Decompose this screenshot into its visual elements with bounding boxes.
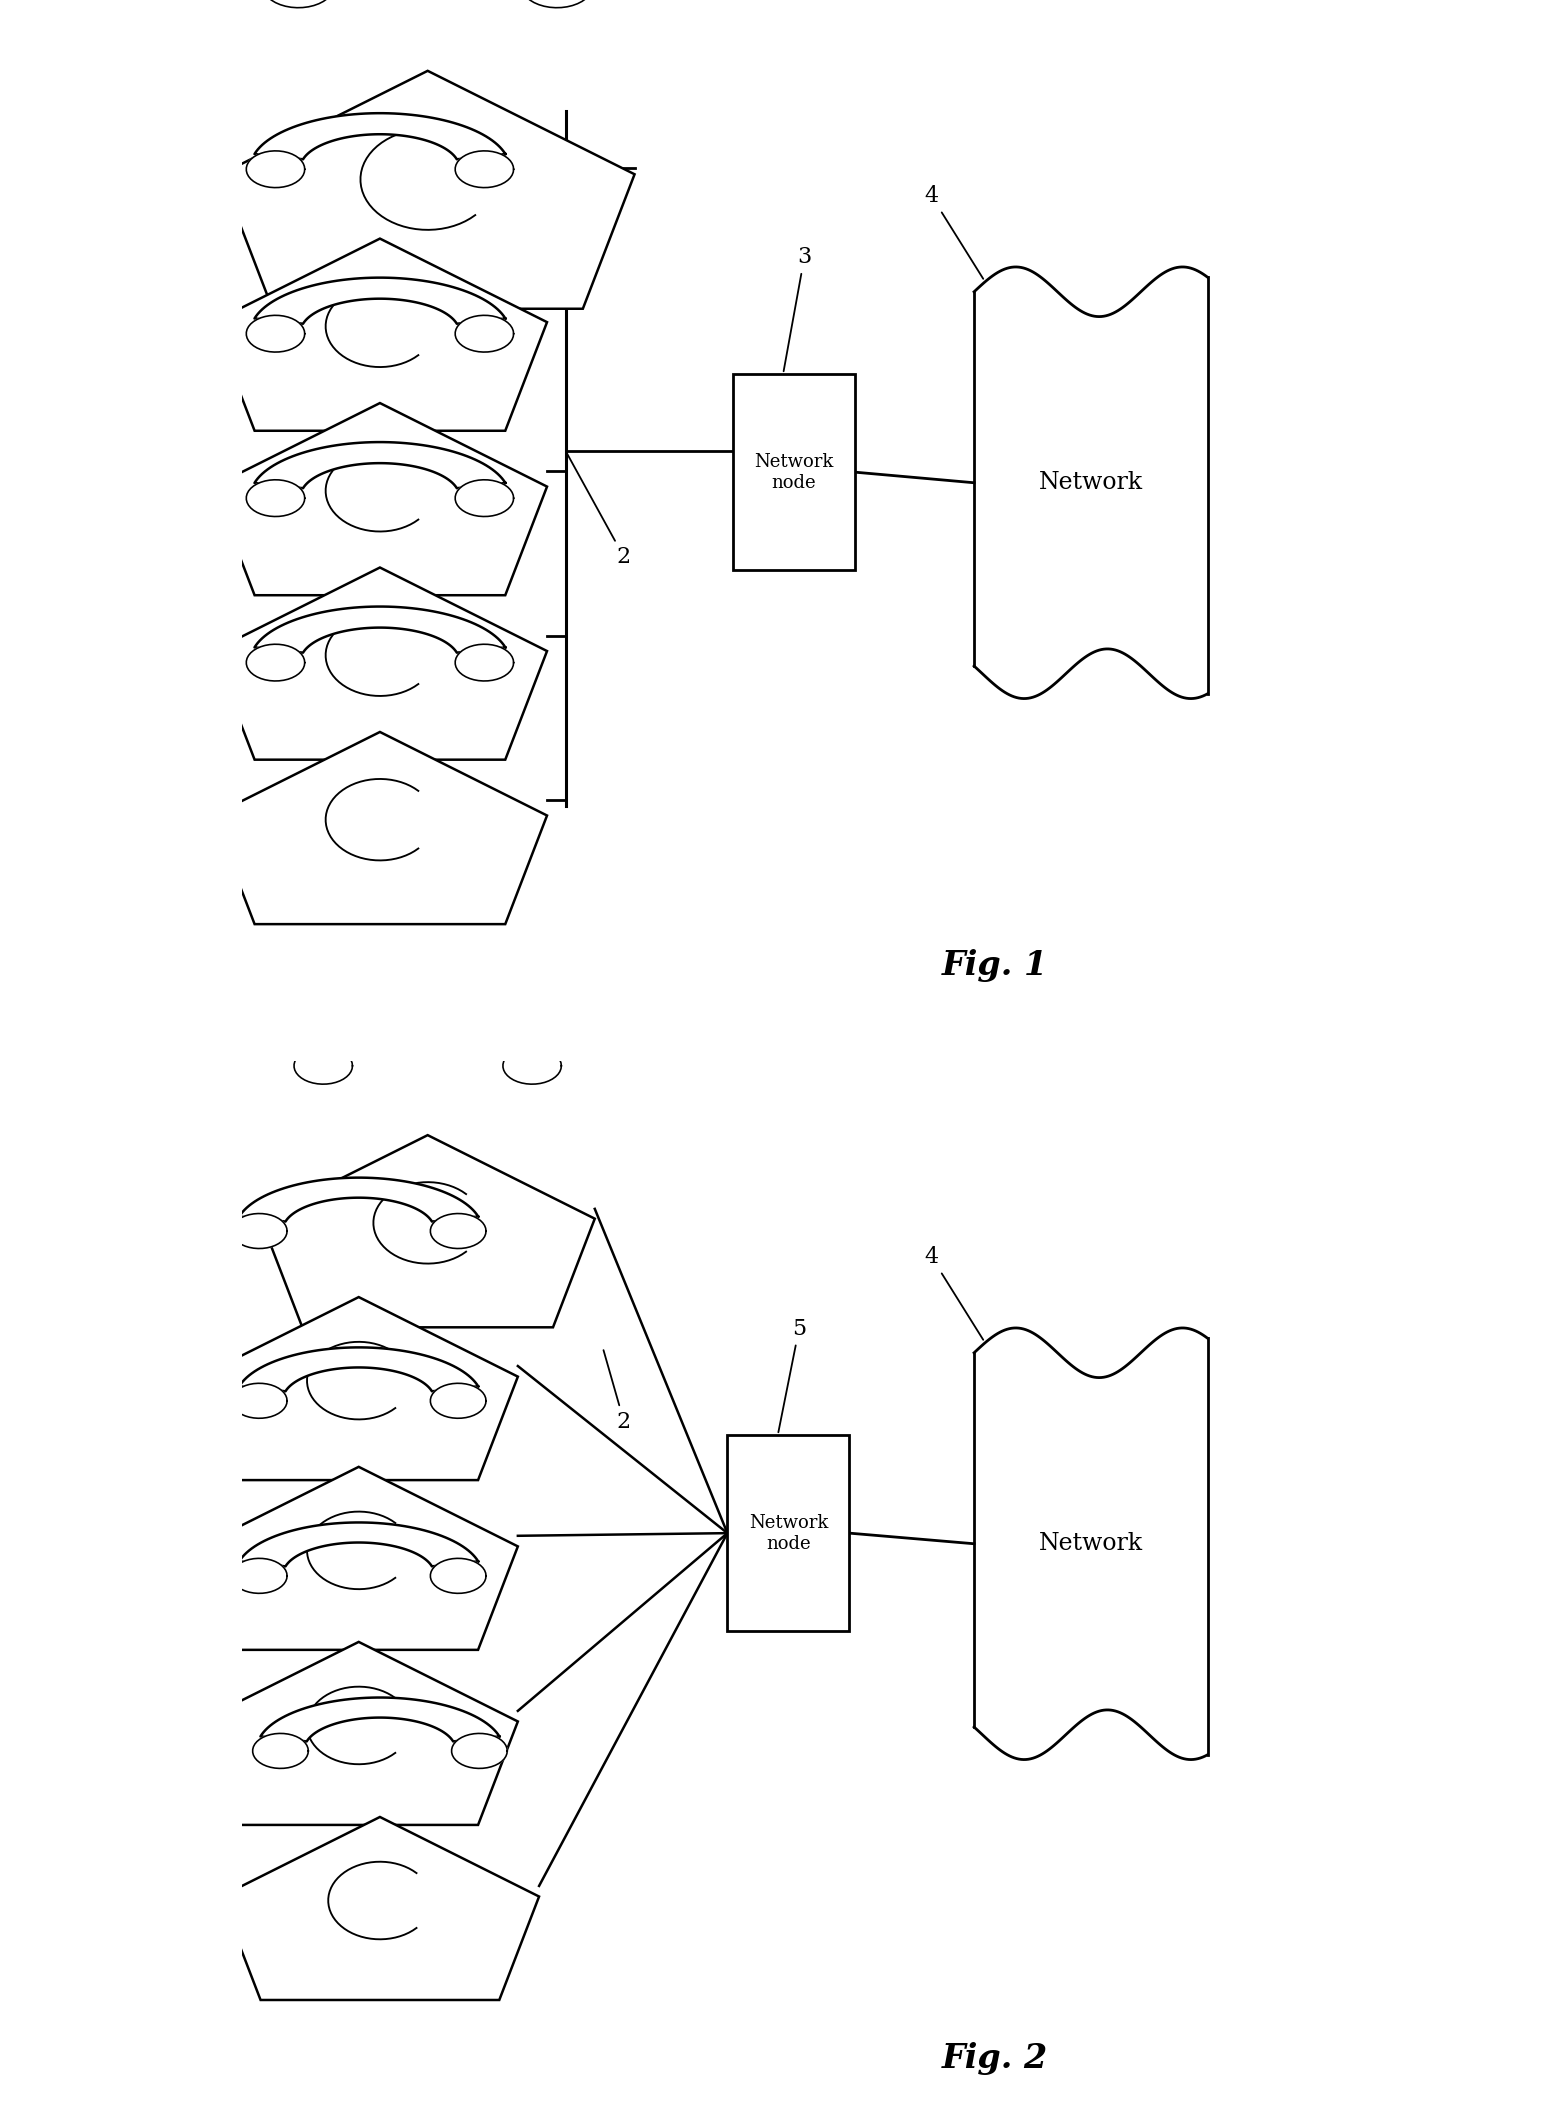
Polygon shape [504,1048,561,1084]
Text: Fig. 1: Fig. 1 [942,949,1049,982]
Polygon shape [213,732,547,925]
Polygon shape [213,403,547,594]
Polygon shape [255,607,505,654]
Polygon shape [431,1214,487,1248]
Text: Network
node: Network node [749,1513,828,1553]
Polygon shape [973,267,1208,698]
Text: 5: 5 [779,1318,806,1432]
Text: Fig. 2: Fig. 2 [942,2041,1049,2075]
Text: 4: 4 [924,1246,983,1339]
Text: Network: Network [1038,471,1143,494]
Polygon shape [221,1816,539,1999]
Text: Network
node: Network node [754,452,833,492]
Text: Network: Network [1038,1532,1143,1555]
Polygon shape [199,1466,518,1651]
Polygon shape [431,1558,487,1594]
Polygon shape [232,1384,287,1417]
Text: 2: 2 [604,1350,630,1432]
Polygon shape [261,1135,595,1328]
Polygon shape [239,1521,477,1566]
Polygon shape [456,480,513,516]
Polygon shape [255,278,505,325]
Polygon shape [456,151,513,187]
Polygon shape [294,1048,352,1084]
Bar [732,373,854,571]
Polygon shape [239,1347,477,1392]
Polygon shape [239,1178,477,1222]
Polygon shape [199,1642,518,1825]
Polygon shape [246,645,304,681]
Polygon shape [451,1734,507,1768]
Text: 3: 3 [783,246,811,371]
Text: 4: 4 [924,185,983,278]
Polygon shape [253,1734,309,1768]
Polygon shape [456,645,513,681]
Text: 2: 2 [567,454,630,569]
Polygon shape [261,1698,499,1742]
Polygon shape [221,70,635,308]
Polygon shape [232,1214,287,1248]
Polygon shape [255,112,505,159]
Polygon shape [246,480,304,516]
Polygon shape [973,1328,1208,1759]
Polygon shape [456,316,513,352]
Polygon shape [246,151,304,187]
Polygon shape [303,1010,553,1057]
Polygon shape [232,1558,287,1594]
Polygon shape [263,0,335,8]
Polygon shape [199,1297,518,1481]
Bar [728,1434,850,1632]
Polygon shape [255,441,505,488]
Polygon shape [246,316,304,352]
Polygon shape [431,1384,487,1417]
Polygon shape [521,0,593,8]
Polygon shape [213,238,547,431]
Polygon shape [213,567,547,760]
